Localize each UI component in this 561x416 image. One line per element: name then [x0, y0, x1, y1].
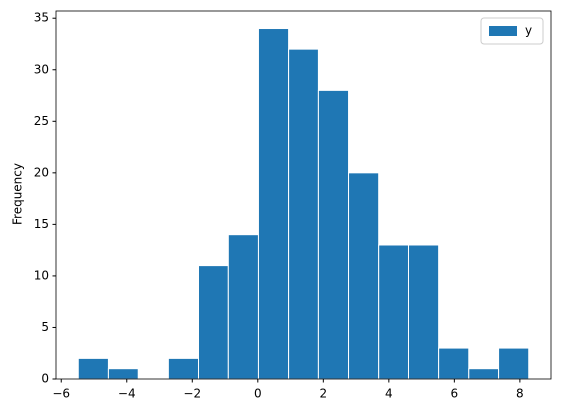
- y-tick-label: 0: [41, 372, 49, 386]
- y-tick-label: 5: [41, 320, 49, 334]
- plot-frame: [55, 10, 552, 380]
- legend-label: y: [525, 24, 532, 38]
- x-tick-label: 0: [254, 387, 262, 401]
- y-tick-label: 10: [34, 268, 49, 282]
- bar: [288, 48, 319, 380]
- x-tick-label: −2: [183, 387, 201, 401]
- bar: [227, 234, 259, 380]
- bar: [407, 244, 440, 380]
- y-tick-label: 25: [34, 114, 49, 128]
- y-tick-label: 20: [34, 165, 49, 179]
- x-tick-label: 4: [385, 387, 393, 401]
- bar: [378, 244, 409, 380]
- bar: [198, 265, 229, 380]
- bar: [348, 172, 380, 380]
- bar: [107, 368, 139, 380]
- y-tick-label: 35: [34, 11, 49, 25]
- y-tick-label: 15: [34, 217, 49, 231]
- bar: [167, 357, 200, 380]
- bar: [498, 347, 530, 380]
- y-axis-label: Frequency: [11, 163, 25, 225]
- legend-swatch: [489, 26, 517, 36]
- x-tick-label: −6: [52, 387, 70, 401]
- x-tick-label: −4: [118, 387, 136, 401]
- y-tick-label: 30: [34, 62, 49, 76]
- x-tick-label: 8: [516, 387, 524, 401]
- bar: [468, 368, 500, 380]
- bar: [77, 357, 109, 380]
- x-tick-label: 6: [451, 387, 459, 401]
- bar: [257, 28, 290, 380]
- bar: [317, 89, 350, 380]
- x-tick-label: 2: [319, 387, 327, 401]
- bar: [438, 347, 470, 380]
